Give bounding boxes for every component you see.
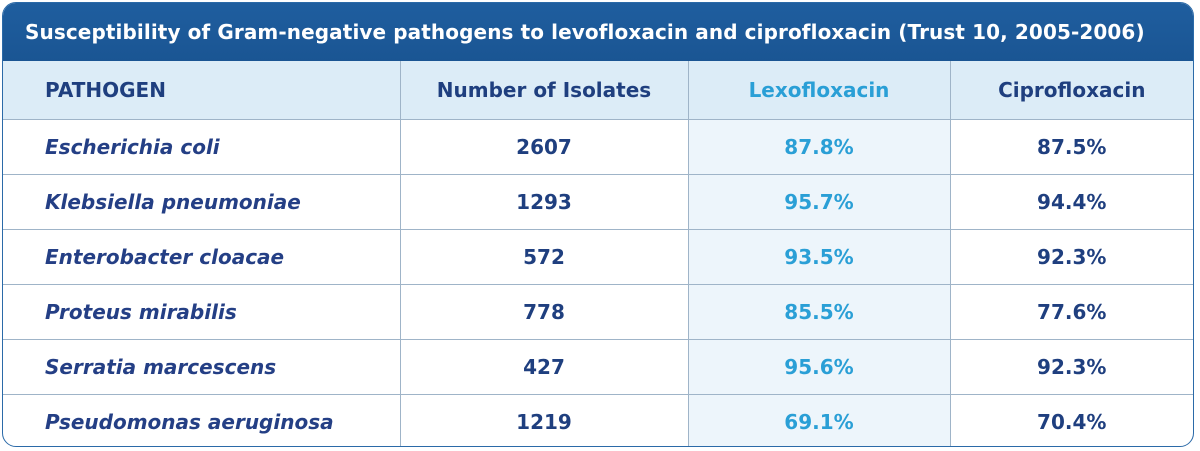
- table-row: Klebsiella pneumoniae 1293 95.7% 94.4%: [3, 174, 1193, 230]
- ciprofloxacin-cell: 87.5%: [950, 119, 1193, 175]
- ciprofloxacin-cell: 92.3%: [950, 229, 1193, 285]
- header-pathogen: PATHOGEN: [3, 61, 401, 120]
- table-row: Pseudomonas aeruginosa 1219 69.1% 70.4%: [3, 394, 1193, 446]
- lexofloxacin-cell: 95.7%: [688, 174, 951, 230]
- header-isolates: Number of Isolates: [400, 61, 689, 120]
- isolates-cell: 1219: [400, 394, 689, 446]
- table-row: Serratia marcescens 427 95.6% 92.3%: [3, 339, 1193, 395]
- pathogen-cell: Escherichia coli: [3, 119, 401, 175]
- lexofloxacin-cell: 87.8%: [688, 119, 951, 175]
- isolates-cell: 427: [400, 339, 689, 395]
- pathogen-cell: Proteus mirabilis: [3, 284, 401, 340]
- lexofloxacin-cell: 95.6%: [688, 339, 951, 395]
- ciprofloxacin-cell: 77.6%: [950, 284, 1193, 340]
- isolates-cell: 572: [400, 229, 689, 285]
- pathogen-cell: Enterobacter cloacae: [3, 229, 401, 285]
- lexofloxacin-cell: 69.1%: [688, 394, 951, 446]
- isolates-cell: 1293: [400, 174, 689, 230]
- header-row: PATHOGEN Number of Isolates Lexofloxacin…: [3, 61, 1193, 120]
- header-lexofloxacin: Lexofloxacin: [688, 61, 951, 120]
- pathogen-cell: Pseudomonas aeruginosa: [3, 394, 401, 446]
- header-ciprofloxacin: Ciprofloxacin: [950, 61, 1193, 120]
- table-title: Susceptibility of Gram-negative pathogen…: [3, 3, 1193, 61]
- table-row: Proteus mirabilis 778 85.5% 77.6%: [3, 284, 1193, 340]
- lexofloxacin-cell: 85.5%: [688, 284, 951, 340]
- ciprofloxacin-cell: 94.4%: [950, 174, 1193, 230]
- isolates-cell: 778: [400, 284, 689, 340]
- pathogen-cell: Serratia marcescens: [3, 339, 401, 395]
- ciprofloxacin-cell: 70.4%: [1037, 409, 1107, 434]
- lexofloxacin-cell: 93.5%: [688, 229, 951, 285]
- table-row: Escherichia coli 2607 87.8% 87.5%: [3, 119, 1193, 175]
- pathogen-cell: Klebsiella pneumoniae: [3, 174, 401, 230]
- table-row: Enterobacter cloacae 572 93.5% 92.3%: [3, 229, 1193, 285]
- ciprofloxacin-cell: 92.3%: [950, 339, 1193, 395]
- susceptibility-table: PATHOGEN Number of Isolates Lexofloxacin…: [3, 61, 1193, 446]
- isolates-cell: 2607: [400, 119, 689, 175]
